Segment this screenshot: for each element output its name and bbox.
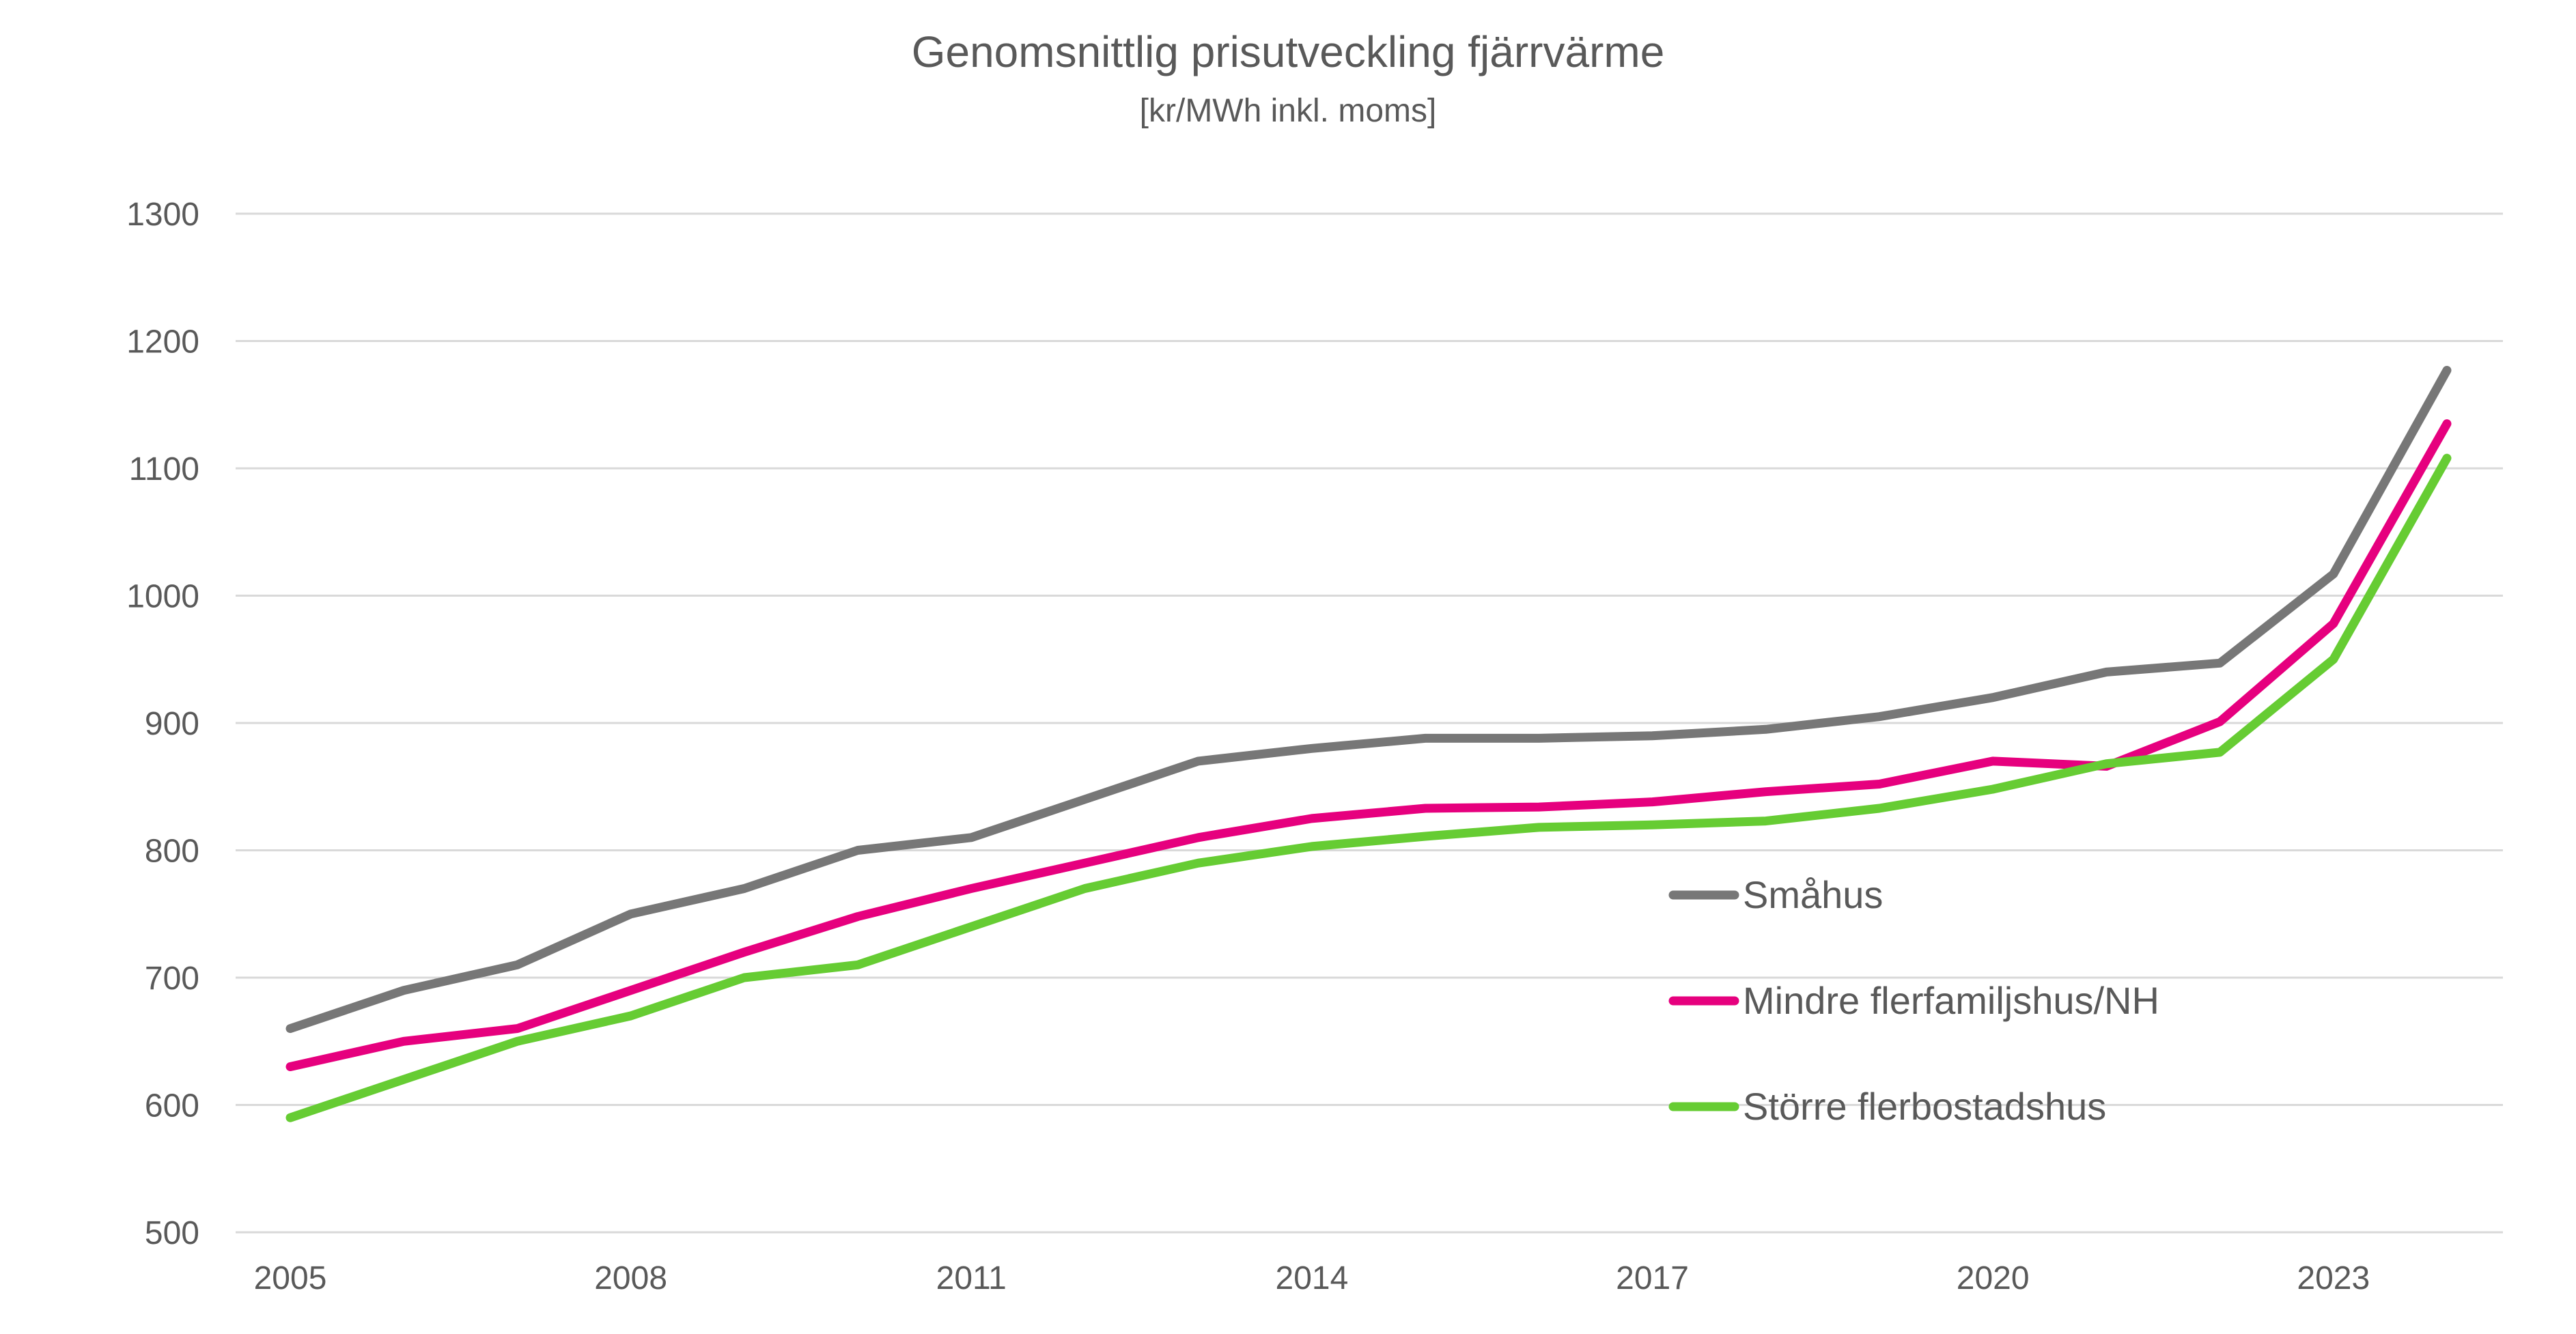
x-axis: 2005 2008 2011 2014 2017 2020 2023	[254, 1260, 2370, 1296]
legend-label: Mindre flerfamiljshus/NH	[1743, 979, 2159, 1022]
x-tick-label: 2020	[1957, 1260, 2030, 1296]
y-axis: 500 600 700 800 900 1000 1100 1200 1300	[126, 197, 199, 1251]
y-tick-label: 700	[145, 961, 199, 997]
y-tick-label: 1300	[126, 197, 199, 233]
x-tick-label: 2011	[936, 1260, 1007, 1296]
x-tick-label: 2017	[1616, 1260, 1689, 1296]
legend: Småhus Mindre flerfamiljshus/NH Större fle…	[1668, 873, 2159, 1128]
x-tick-label: 2023	[2297, 1260, 2370, 1296]
y-tick-label: 900	[145, 706, 199, 742]
y-tick-label: 1000	[126, 579, 199, 615]
y-tick-label: 600	[145, 1088, 199, 1124]
series-line-3	[285, 453, 2452, 1122]
series-line-1	[285, 365, 2452, 1034]
y-tick-label: 800	[145, 834, 199, 870]
chart-subtitle: [kr/MWh inkl. moms]	[1140, 93, 1437, 129]
legend-label: Småhus	[1743, 873, 1883, 916]
x-tick-label: 2005	[254, 1260, 327, 1296]
x-tick-label: 2008	[594, 1260, 667, 1296]
y-tick-label: 1100	[129, 451, 199, 487]
x-tick-label: 2014	[1276, 1260, 1349, 1296]
series-lines	[285, 365, 2452, 1122]
grid	[236, 212, 2503, 1234]
chart-title: Genomsnittlig prisutveckling fjärrvärme	[912, 27, 1665, 76]
legend-label: Större flerbostadshus	[1743, 1085, 2106, 1128]
y-tick-label: 1200	[126, 324, 199, 360]
y-tick-label: 500	[145, 1215, 199, 1251]
